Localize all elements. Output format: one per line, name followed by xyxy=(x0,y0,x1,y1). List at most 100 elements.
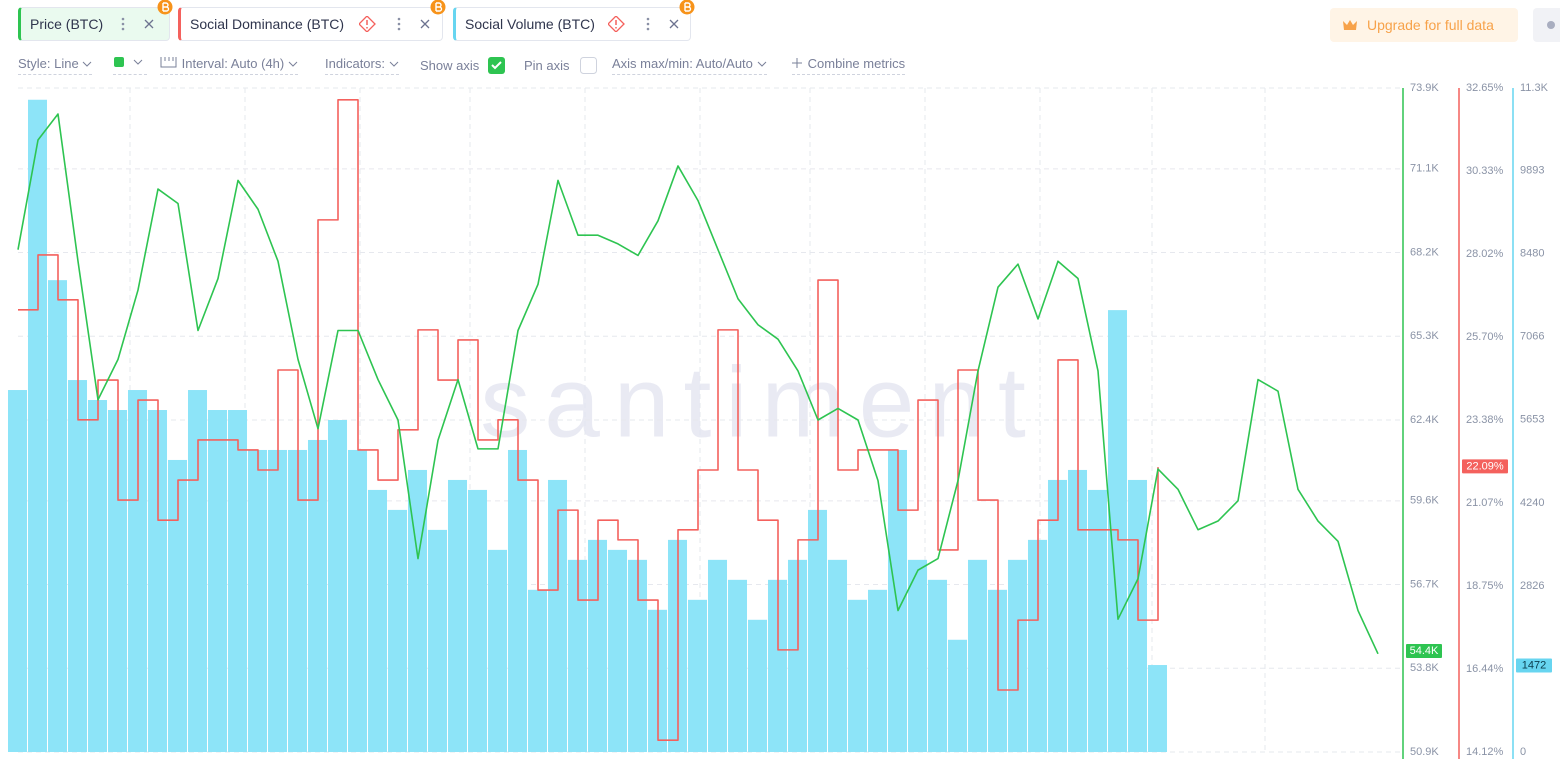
tab-label: Social Dominance (BTC) xyxy=(190,16,345,32)
chevron xyxy=(82,61,92,67)
indicators-select[interactable]: Indicators: xyxy=(325,56,399,75)
bar xyxy=(288,449,307,752)
bar xyxy=(548,479,567,752)
bar xyxy=(768,579,787,752)
bar xyxy=(868,589,887,752)
tab-icons xyxy=(608,16,679,32)
y-tick-label: 11.3K xyxy=(1520,82,1549,94)
bar xyxy=(1048,479,1067,752)
combine-button[interactable]: Combine metrics xyxy=(792,56,906,75)
chevron xyxy=(757,61,766,67)
toolbar-label: Show axis xyxy=(420,58,480,73)
toolbar-label: Indicators: xyxy=(325,56,385,71)
y-tick-label: 59.6K xyxy=(1410,495,1439,507)
bar xyxy=(528,589,547,752)
y-tick-label: 71.1K xyxy=(1410,163,1439,175)
series-line xyxy=(18,99,1159,741)
bar xyxy=(1028,539,1047,752)
bar xyxy=(148,410,167,752)
current-value-box xyxy=(1406,643,1442,658)
bar xyxy=(308,439,327,752)
upgrade-button[interactable]: Upgrade for full data xyxy=(1330,8,1518,42)
axis-range-select[interactable]: Axis max/min: Auto/Auto xyxy=(612,56,767,75)
btc-badge xyxy=(430,0,446,15)
metric-tab[interactable]: Social Dominance (BTC) xyxy=(178,0,446,41)
current-value-label: 54.4K xyxy=(1410,645,1439,657)
tab-label: Social Volume (BTC) xyxy=(465,16,595,32)
menu-button[interactable] xyxy=(1533,8,1560,42)
toolbar-label: Axis max/min: Auto/Auto xyxy=(612,56,753,71)
current-value-box xyxy=(1462,459,1508,474)
bar xyxy=(88,400,107,752)
bar xyxy=(388,509,407,752)
bar xyxy=(328,420,347,752)
metric-tab[interactable]: Price (BTC) xyxy=(18,0,173,41)
bar xyxy=(248,449,267,752)
bar xyxy=(488,549,507,752)
y-tick-label: 73.9K xyxy=(1410,82,1439,94)
style-select[interactable]: Style: Line xyxy=(18,56,93,75)
bar xyxy=(968,559,987,752)
y-tick-label: 2826 xyxy=(1520,580,1544,592)
bar xyxy=(448,479,467,752)
y-tick-label: 23.38% xyxy=(1466,414,1504,426)
bar xyxy=(848,599,867,752)
chevron xyxy=(389,61,398,67)
current-value-box xyxy=(1516,658,1552,673)
tab-icons xyxy=(359,16,430,32)
current-value-label: 22.09% xyxy=(1466,460,1504,472)
y-tick-label: 30.33% xyxy=(1466,165,1504,177)
bar xyxy=(808,509,827,752)
current-value-label: 1472 xyxy=(1522,659,1546,671)
interval-icon xyxy=(160,57,177,68)
bar xyxy=(568,559,587,752)
bar xyxy=(228,410,247,752)
bar xyxy=(608,549,627,752)
bar xyxy=(8,390,27,752)
bar xyxy=(788,559,807,752)
bar xyxy=(1148,665,1167,752)
bar xyxy=(908,559,927,752)
chevron xyxy=(288,61,298,67)
bar xyxy=(508,449,527,752)
bar xyxy=(348,449,367,752)
color-select[interactable] xyxy=(113,56,147,75)
bar xyxy=(168,459,187,752)
bar xyxy=(428,529,447,752)
bar xyxy=(928,579,947,752)
tab-icons xyxy=(121,17,154,31)
y-tick-label: 18.75% xyxy=(1466,580,1504,592)
y-tick-label: 62.4K xyxy=(1410,414,1439,426)
bar xyxy=(268,449,287,752)
y-tick-label: 68.2K xyxy=(1410,246,1439,258)
bar xyxy=(108,410,127,752)
bar xyxy=(1068,469,1087,752)
bar xyxy=(708,559,727,752)
y-tick-label: 21.07% xyxy=(1466,497,1504,509)
series-line xyxy=(17,113,1379,655)
bar xyxy=(28,99,47,753)
checkbox xyxy=(580,57,598,74)
y-tick-label: 53.8K xyxy=(1410,662,1439,674)
y-tick-label: 5653 xyxy=(1520,414,1544,426)
bar xyxy=(368,489,387,752)
bar xyxy=(128,390,147,752)
show-axis-toggle[interactable]: Show axis xyxy=(420,56,507,77)
interval-select[interactable]: Interval: Auto (4h) xyxy=(160,56,298,75)
y-tick-label: 56.7K xyxy=(1410,578,1439,590)
checkbox-checked xyxy=(487,57,505,74)
bar xyxy=(68,380,87,752)
toolbar-label: Pin axis xyxy=(524,58,570,73)
y-tick-label: 9893 xyxy=(1520,165,1544,177)
bar xyxy=(748,619,767,752)
tab-label: Price (BTC) xyxy=(30,16,104,32)
bar xyxy=(48,280,67,752)
y-tick-label: 7066 xyxy=(1520,331,1544,343)
btc-badge xyxy=(157,0,173,15)
pin-axis-toggle[interactable]: Pin axis xyxy=(524,56,599,77)
toolbar-label: Interval: Auto (4h) xyxy=(181,56,285,71)
plus-icon xyxy=(792,58,802,68)
watermark: santiment xyxy=(480,346,1040,458)
metric-tab[interactable]: Social Volume (BTC) xyxy=(453,0,695,41)
